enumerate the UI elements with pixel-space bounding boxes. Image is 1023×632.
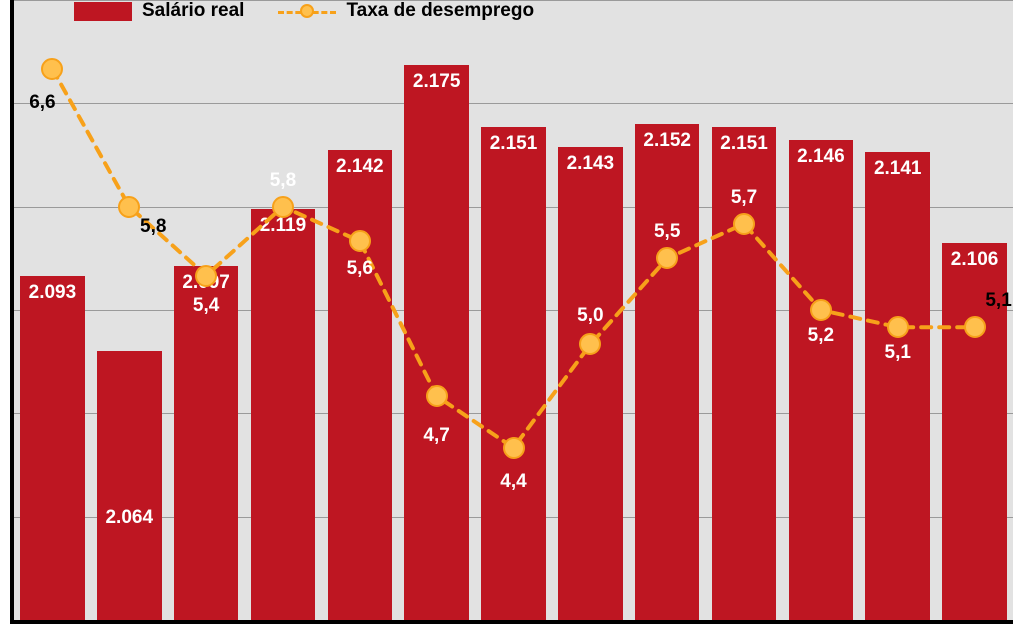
bar-value-label: 2.143 bbox=[558, 153, 623, 175]
legend-item-bar: Salário real bbox=[74, 0, 244, 22]
bar-value-label: 2.106 bbox=[942, 249, 1007, 271]
bar: 2.175 bbox=[404, 65, 469, 620]
bar-value-label: 2.093 bbox=[20, 282, 85, 304]
bar: 2.064 bbox=[97, 351, 162, 620]
bar-value-label: 2.142 bbox=[328, 156, 393, 178]
bar-value-label: 2.152 bbox=[635, 130, 700, 152]
bar-value-label: 2.151 bbox=[712, 133, 777, 155]
legend: Salário real Taxa de desemprego bbox=[74, 0, 534, 22]
bar-value-label: 2.097 bbox=[174, 272, 239, 294]
bar: 2.146 bbox=[789, 140, 854, 621]
bar: 2.151 bbox=[712, 127, 777, 620]
bar-value-label: 2.175 bbox=[404, 71, 469, 93]
legend-label-bar: Salário real bbox=[142, 0, 244, 22]
bar: 2.143 bbox=[558, 147, 623, 620]
bar: 2.119 bbox=[251, 209, 316, 620]
bar: 2.097 bbox=[174, 266, 239, 620]
bar: 2.106 bbox=[942, 243, 1007, 620]
legend-item-line: Taxa de desemprego bbox=[278, 0, 534, 22]
bar-value-label: 2.151 bbox=[481, 133, 546, 155]
bar: 2.152 bbox=[635, 124, 700, 620]
bar-value-label: 2.064 bbox=[97, 507, 162, 529]
legend-swatch-bar bbox=[74, 2, 132, 21]
chart-frame: 2.093 2.064 2.097 2.119 2.142 2.175 2.151 2.143… bbox=[10, 0, 1013, 624]
bar: 2.141 bbox=[865, 152, 930, 620]
bar: 2.142 bbox=[328, 150, 393, 620]
bar-series: 2.093 2.064 2.097 2.119 2.142 2.175 2.151 2.143… bbox=[14, 0, 1013, 620]
bar-value-label: 2.119 bbox=[251, 215, 316, 237]
legend-line-dot-icon bbox=[300, 4, 314, 18]
legend-label-line: Taxa de desemprego bbox=[346, 0, 534, 22]
bar: 2.151 bbox=[481, 127, 546, 620]
bar: 2.093 bbox=[20, 276, 85, 620]
plot-area: 2.093 2.064 2.097 2.119 2.142 2.175 2.151 2.143… bbox=[14, 0, 1013, 620]
legend-swatch-line bbox=[278, 1, 336, 21]
bar-value-label: 2.141 bbox=[865, 158, 930, 180]
bar-value-label: 2.146 bbox=[789, 146, 854, 168]
